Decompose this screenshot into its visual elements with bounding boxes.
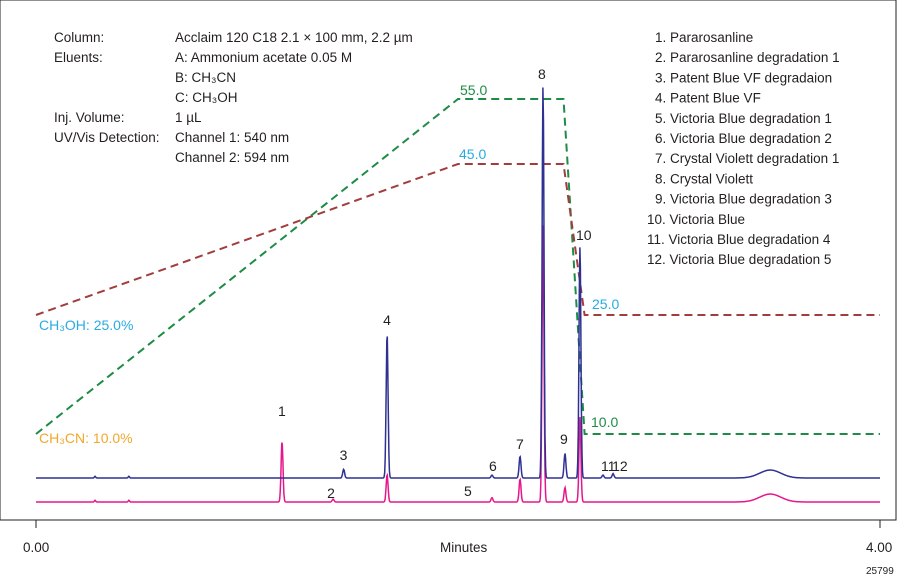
peak-legend-item: 6. Victoria Blue degradation 2 <box>655 131 832 146</box>
peak-legend-item: 12. Victoria Blue degradation 5 <box>647 252 831 267</box>
peak-label-8: 8 <box>538 66 546 82</box>
channel-1-trace <box>36 87 880 479</box>
ch3cn-end-label: 10.0 <box>591 414 618 430</box>
x-tick-label-start: 0.00 <box>23 540 49 555</box>
condition-label: Column: <box>54 30 104 45</box>
peak-label-12: 12 <box>612 458 628 474</box>
peak-legend-item: 11. Victoria Blue degradation 4 <box>647 232 831 247</box>
peak-legend-item: 8. Crystal Violett <box>655 171 753 186</box>
peak-legend-item: 5. Victoria Blue degradation 1 <box>655 111 832 126</box>
gradient-lines <box>35 98 880 435</box>
condition-label: UV/Vis Detection: <box>54 130 160 145</box>
peak-label-10: 10 <box>576 227 592 243</box>
peak-legend-item: 10. Victoria Blue <box>647 212 745 227</box>
condition-label: Inj. Volume: <box>54 110 125 125</box>
peak-legend-item: 2. Pararosanline degradation 1 <box>655 50 840 65</box>
peak-label-7: 7 <box>516 436 524 452</box>
ch3cn-start-label: CH₃CN: 10.0% <box>39 430 133 446</box>
ch3oh-plateau-label: 45.0 <box>459 146 486 162</box>
peak-legend-item: 3. Patent Blue VF degradaion <box>655 70 832 85</box>
ch3oh-start-label: CH₃OH: 25.0% <box>39 317 133 333</box>
peak-label-9: 9 <box>560 431 568 447</box>
condition-value: B: CH₃CN <box>175 70 236 85</box>
gradient-line-ch3cn <box>35 98 880 435</box>
peak-legend: 1. Pararosanline 2. Pararosanline degrada… <box>647 30 840 267</box>
condition-label: Eluents: <box>54 50 103 65</box>
peak-legend-item: 1. Pararosanline <box>655 30 753 45</box>
ch3cn-plateau-label: 55.0 <box>460 82 487 98</box>
peak-legend-item: 4. Patent Blue VF <box>655 91 761 106</box>
peak-label-1: 1 <box>278 403 286 419</box>
peak-label-4: 4 <box>383 312 391 328</box>
peak-label-5: 5 <box>464 483 472 499</box>
peak-label-6: 6 <box>489 458 497 474</box>
ch3oh-end-label: 25.0 <box>592 296 619 312</box>
condition-value: Acclaim 120 C18 2.1 × 100 mm, 2.2 µm <box>175 30 413 45</box>
conditions-block: Column: Acclaim 120 C18 2.1 × 100 mm, 2.2… <box>54 30 413 165</box>
peak-label-11: 11 <box>601 458 616 474</box>
condition-value: A: Ammonium acetate 0.05 M <box>175 50 352 65</box>
peak-label-3: 3 <box>340 447 348 463</box>
channel-2-trace <box>36 225 880 503</box>
condition-value: Channel 1: 540 nm <box>175 130 289 145</box>
gradient-line-ch3oh <box>35 163 880 316</box>
peak-legend-item: 9. Victoria Blue degradation 3 <box>655 192 832 207</box>
figure-id: 25799 <box>866 566 894 577</box>
peak-legend-item: 7. Crystal Violett degradation 1 <box>655 151 839 166</box>
condition-value: 1 µL <box>175 110 202 125</box>
x-tick-label-end: 4.00 <box>866 540 892 555</box>
chromatogram-traces <box>36 87 880 503</box>
peak-label-2: 2 <box>327 485 335 501</box>
condition-value: C: CH₃OH <box>175 90 238 105</box>
condition-value: Channel 2: 594 nm <box>175 150 289 165</box>
x-axis-title: Minutes <box>440 540 488 555</box>
